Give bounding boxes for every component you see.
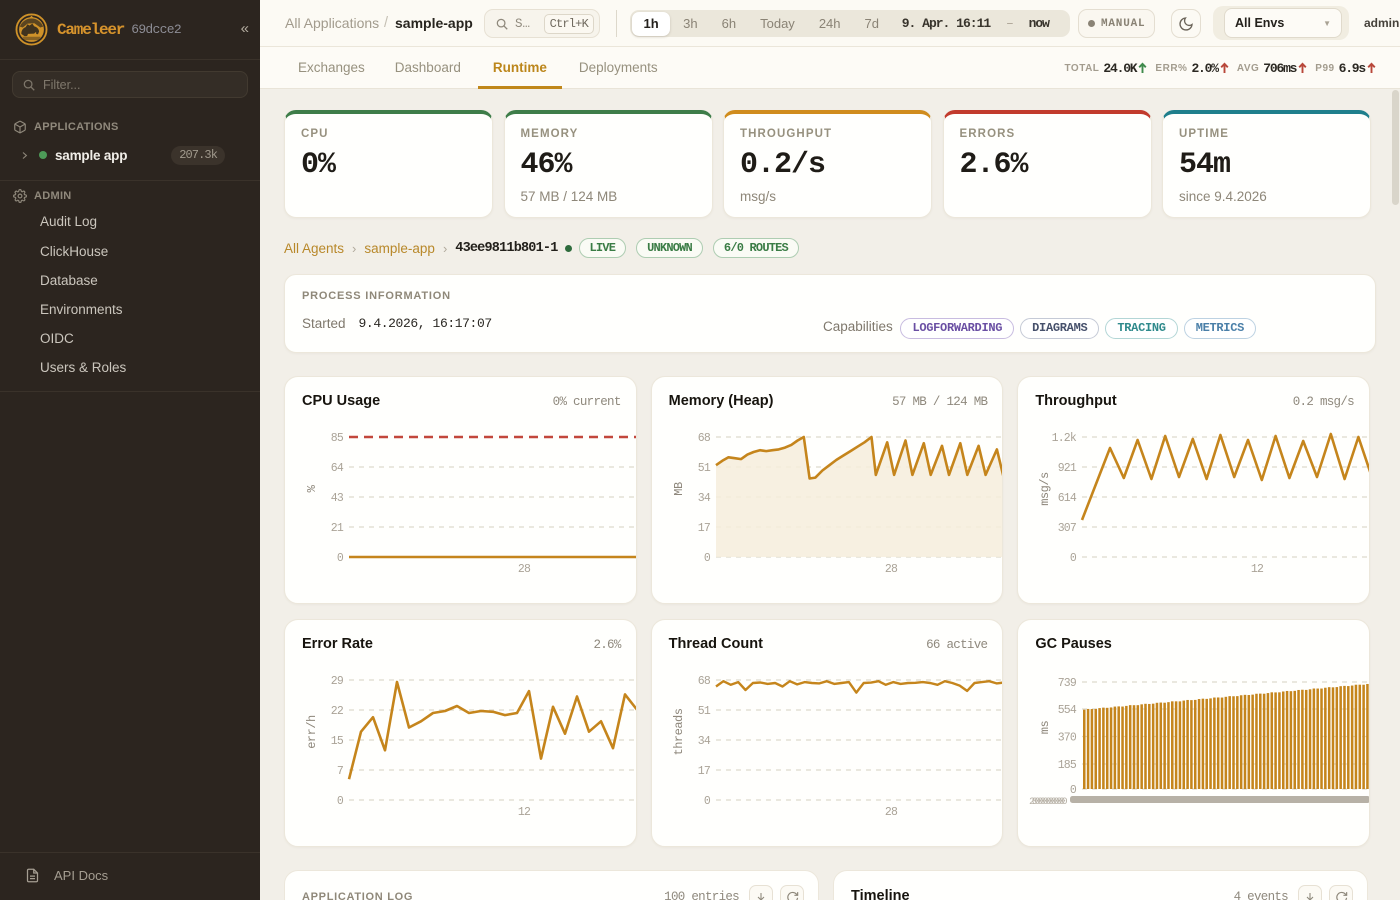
svg-text:85: 85 — [331, 432, 344, 445]
svg-text:739: 739 — [1058, 677, 1077, 690]
svg-text:err/h: err/h — [305, 715, 319, 749]
svg-text:0: 0 — [1070, 552, 1077, 565]
svg-text:68: 68 — [697, 432, 710, 445]
svg-text:921: 921 — [1058, 462, 1077, 475]
svg-text:34: 34 — [697, 492, 710, 505]
svg-text:ms: ms — [1038, 721, 1052, 735]
svg-text:28: 28 — [885, 563, 898, 576]
svg-text:28: 28 — [518, 563, 531, 576]
svg-text:34: 34 — [697, 735, 710, 748]
svg-text:1.2k: 1.2k — [1052, 432, 1077, 445]
svg-text:554: 554 — [1058, 704, 1077, 717]
svg-text:12: 12 — [1251, 563, 1264, 576]
svg-text:0: 0 — [704, 552, 711, 565]
svg-text:68: 68 — [697, 675, 710, 688]
svg-text:15: 15 — [331, 735, 344, 748]
svg-text:threads: threads — [672, 708, 686, 755]
svg-text:0: 0 — [337, 795, 344, 808]
svg-text:51: 51 — [697, 462, 710, 475]
svg-text:0: 0 — [1070, 784, 1077, 797]
svg-text:43: 43 — [331, 492, 344, 505]
svg-text:370: 370 — [1058, 732, 1077, 745]
svg-text:7: 7 — [337, 765, 343, 778]
svg-text:21: 21 — [331, 522, 344, 535]
svg-text:2000000000000: 2000000000000 — [1029, 796, 1067, 808]
svg-text:0: 0 — [704, 795, 711, 808]
svg-text:12: 12 — [518, 806, 531, 819]
svg-text:64: 64 — [331, 462, 344, 475]
svg-text:28: 28 — [885, 806, 898, 819]
svg-text:29: 29 — [331, 675, 344, 688]
svg-text:185: 185 — [1058, 759, 1077, 772]
svg-text:307: 307 — [1058, 522, 1076, 535]
svg-text:17: 17 — [697, 522, 709, 535]
svg-text:614: 614 — [1058, 492, 1077, 505]
svg-text:%: % — [305, 484, 319, 492]
svg-text:22: 22 — [331, 705, 344, 718]
svg-text:51: 51 — [697, 705, 710, 718]
svg-text:msg/s: msg/s — [1038, 472, 1052, 506]
svg-text:17: 17 — [697, 765, 709, 778]
svg-text:0: 0 — [337, 552, 344, 565]
svg-text:MB: MB — [672, 482, 686, 496]
